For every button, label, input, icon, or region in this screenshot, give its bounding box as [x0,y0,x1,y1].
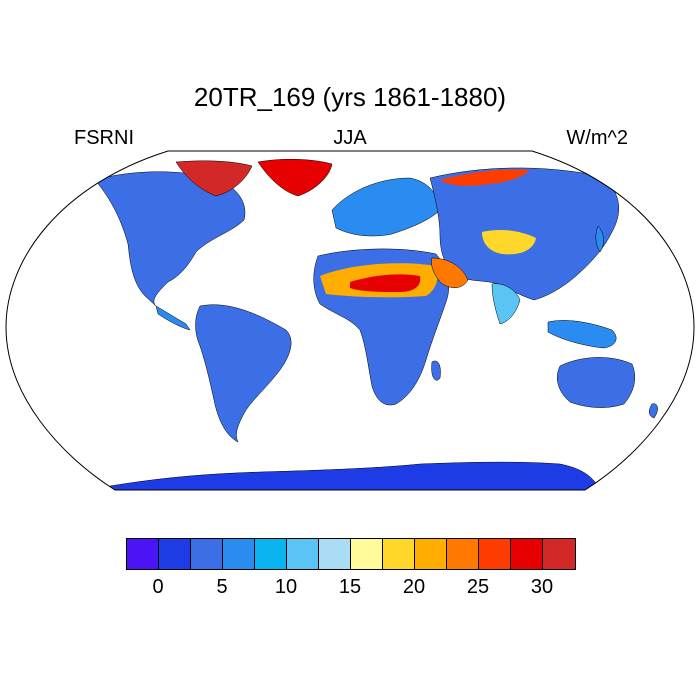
arabian-peninsula [431,257,469,288]
colorbar-swatch [191,539,223,569]
colorbar [126,538,576,570]
map-border [5,150,695,491]
colorbar-tick-label: 25 [466,576,490,598]
season-label: JJA [333,127,367,149]
colorbar-swatch [127,539,159,569]
colorbar-tick-label: 30 [530,576,554,598]
india [491,283,521,325]
europe [331,177,439,237]
variable-label: FSRNI [74,127,134,149]
colorbar-swatch [511,539,543,569]
colorbar-tick-label: 10 [274,576,298,598]
south-america [195,304,292,443]
central-asia-desert [482,230,536,255]
plot-title: 20TR_169 (yrs 1861-1880) [193,82,507,112]
new-zealand [649,403,658,419]
colorbar-swatch [447,539,479,569]
arctic-islands [175,160,253,197]
siberia-coast [440,169,530,186]
colorbar-swatch [415,539,447,569]
antarctica [109,461,601,490]
southeast-asia-islands [547,320,617,349]
colorbar-tick-label: 20 [402,576,426,598]
japan [595,225,604,253]
colorbar-swatch [319,539,351,569]
colorbar-tick-label: 15 [338,576,362,598]
colorbar-swatch [223,539,255,569]
colorbar-swatch [543,539,575,569]
colorbar-swatch [479,539,511,569]
colorbar-swatch [287,539,319,569]
colorbar-tick-label: 5 [216,576,228,598]
colorbar-swatch [159,539,191,569]
units-label: W/m^2 [566,127,628,149]
greenland [257,158,333,197]
colorbar-swatch [383,539,415,569]
colorbar-swatch [255,539,287,569]
central-america [155,305,191,331]
sahara-core [350,274,421,292]
australia [557,357,635,408]
colorbar-tick-label: 0 [152,576,164,598]
colorbar-swatch [351,539,383,569]
madagascar [431,360,441,381]
